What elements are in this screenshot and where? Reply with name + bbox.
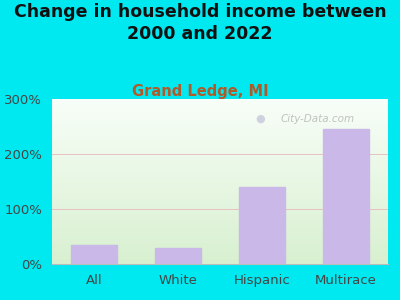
- Bar: [71, 245, 117, 264]
- Bar: [323, 129, 369, 264]
- Text: Grand Ledge, MI: Grand Ledge, MI: [132, 84, 268, 99]
- Bar: [239, 187, 285, 264]
- Text: ●: ●: [256, 114, 265, 124]
- Text: City-Data.com: City-Data.com: [280, 114, 355, 124]
- Bar: [155, 248, 201, 264]
- Text: Change in household income between
2000 and 2022: Change in household income between 2000 …: [14, 3, 386, 43]
